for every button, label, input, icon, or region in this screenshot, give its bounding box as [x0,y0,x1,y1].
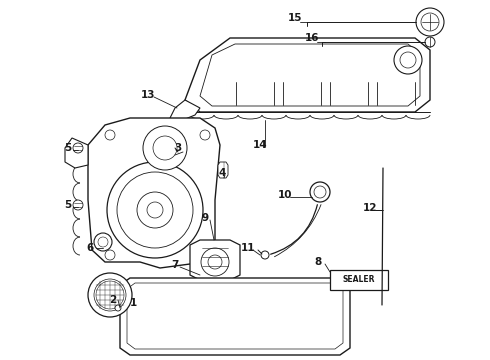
Polygon shape [120,278,350,355]
Circle shape [153,136,177,160]
Circle shape [105,250,115,260]
Text: 5: 5 [64,143,72,153]
Circle shape [137,192,173,228]
Text: 4: 4 [219,168,226,178]
Circle shape [416,8,444,36]
Text: 9: 9 [201,213,209,223]
Polygon shape [65,138,88,168]
Circle shape [421,13,439,31]
Circle shape [310,182,330,202]
Circle shape [394,46,422,74]
Circle shape [94,233,112,251]
Text: 3: 3 [174,143,182,153]
Circle shape [94,279,126,311]
Circle shape [201,248,229,276]
Polygon shape [170,100,200,122]
Circle shape [88,273,132,317]
Circle shape [105,130,115,140]
Circle shape [314,186,326,198]
Text: 8: 8 [315,257,321,267]
Text: 7: 7 [172,260,179,270]
Polygon shape [185,38,430,112]
Circle shape [73,143,83,153]
Text: SEALER: SEALER [343,275,375,284]
Text: 14: 14 [253,140,268,150]
Text: 13: 13 [141,90,155,100]
Text: 1: 1 [129,298,137,308]
Circle shape [147,202,163,218]
Circle shape [143,126,187,170]
Circle shape [400,52,416,68]
Circle shape [73,200,83,210]
Polygon shape [190,240,240,280]
Circle shape [117,172,193,248]
Bar [330,270,388,290]
Polygon shape [127,283,343,349]
Circle shape [208,255,222,269]
Circle shape [200,250,210,260]
Text: 6: 6 [86,243,94,253]
Circle shape [261,251,269,259]
Text: 11: 11 [241,243,255,253]
Polygon shape [218,162,228,178]
Polygon shape [88,118,220,268]
Text: 12: 12 [363,203,377,213]
Text: 5: 5 [64,200,72,210]
Circle shape [200,130,210,140]
Polygon shape [200,44,420,106]
Circle shape [107,162,203,258]
Circle shape [115,305,121,311]
Text: 16: 16 [305,33,319,43]
Circle shape [98,237,108,247]
Text: 15: 15 [288,13,302,23]
Circle shape [425,37,435,47]
Text: 2: 2 [109,295,117,305]
Text: 10: 10 [278,190,292,200]
